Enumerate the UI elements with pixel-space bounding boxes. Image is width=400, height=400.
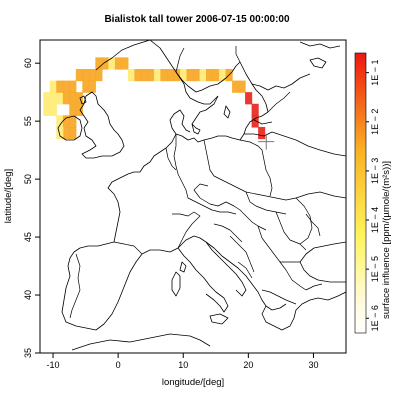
influence-cell	[82, 68, 90, 82]
influence-cell	[69, 103, 77, 116]
influence-cell	[193, 68, 201, 82]
influence-cell	[108, 57, 116, 70]
y-tick-label: 50	[23, 174, 33, 184]
x-tick-label: 30	[308, 360, 318, 370]
figure-title: Bialistok tall tower 2006-07-15 00:00:00	[104, 14, 290, 25]
influence-cell	[49, 80, 57, 93]
influence-cell	[69, 80, 77, 93]
influence-cell	[251, 103, 259, 116]
influence-cell	[56, 92, 64, 105]
influence-cell	[147, 68, 155, 82]
influence-cell	[49, 92, 57, 105]
y-tick-label: 35	[23, 348, 33, 358]
y-tick-label: 40	[23, 290, 33, 300]
influence-cell	[62, 126, 70, 140]
influence-cell	[232, 80, 240, 93]
influence-cell	[56, 115, 64, 128]
influence-cell	[121, 57, 129, 70]
influence-cell	[140, 68, 149, 82]
influence-cell	[82, 80, 90, 93]
influence-cell	[88, 68, 96, 82]
influence-cell	[101, 57, 109, 70]
influence-cell	[49, 103, 57, 116]
influence-cell	[69, 126, 77, 140]
influence-cell	[56, 80, 64, 93]
influence-cell	[43, 103, 51, 116]
x-tick-label: -10	[47, 360, 60, 370]
y-axis-label: latitude/[deg]	[3, 169, 14, 223]
influence-cell	[251, 115, 259, 128]
influence-cell	[69, 115, 77, 128]
influence-cell	[62, 115, 70, 128]
influence-cell	[69, 92, 77, 105]
colorbar: 1E − 6 1E − 5 1E − 4 1E − 3 1E − 2 1E − 1 sur…	[354, 52, 392, 334]
influence-cell	[75, 103, 83, 116]
colorbar-tick-label: 1E − 2	[370, 109, 380, 135]
influence-cell	[62, 92, 70, 105]
colorbar-tick-label: 1E − 4	[370, 207, 380, 233]
influence-cell	[95, 68, 103, 82]
influence-cell	[56, 126, 64, 140]
colorbar-tick-label: 1E − 3	[370, 158, 380, 184]
colorbar-ticks: 1E − 6 1E − 5 1E − 4 1E − 3 1E − 2 1E − 1	[366, 60, 380, 331]
x-tick-label: 10	[178, 360, 188, 370]
influence-cell	[75, 68, 83, 82]
country-borders	[69, 46, 346, 319]
influence-cell	[173, 68, 181, 82]
x-axis-label: longitude/[deg]	[162, 377, 224, 388]
influence-cell	[134, 68, 142, 82]
influence-cell	[166, 68, 175, 82]
influence-footprint	[43, 57, 266, 140]
colorbar-gradient	[354, 52, 367, 334]
y-tick-label: 45	[23, 232, 33, 242]
map-content	[43, 40, 346, 351]
influence-cell	[238, 80, 246, 93]
colorbar-tick-label: 1E − 6	[370, 305, 380, 331]
colorbar-label: surface influence [ppm/(µmole/(m²s))]	[381, 161, 392, 319]
influence-cell	[212, 68, 220, 82]
influence-cell	[95, 57, 103, 70]
y-tick-label: 55	[23, 116, 33, 126]
coastlines	[57, 40, 346, 351]
influence-cell	[186, 68, 194, 82]
influence-cell	[114, 57, 122, 70]
y-axis: 35 40 45 50 55 60	[23, 58, 40, 358]
x-axis: -10 0 10 20 30	[47, 353, 318, 370]
influence-cell	[206, 68, 214, 82]
influence-cell	[153, 68, 162, 82]
influence-cell	[75, 92, 83, 105]
influence-cell	[43, 92, 51, 105]
colorbar-tick-label: 1E − 5	[370, 256, 380, 282]
influence-cell	[127, 68, 136, 82]
influence-cell	[160, 68, 168, 82]
x-tick-label: 20	[243, 360, 253, 370]
influence-cell	[245, 92, 253, 105]
influence-cell	[88, 80, 96, 93]
influence-cell	[62, 80, 70, 93]
x-tick-label: 0	[116, 360, 121, 370]
colorbar-tick-label: 1E − 1	[370, 60, 380, 86]
station-marker	[258, 133, 275, 150]
y-tick-label: 60	[23, 58, 33, 68]
map-frame	[39, 39, 347, 354]
influence-cell	[199, 68, 207, 82]
influence-cell	[219, 68, 227, 82]
influence-cell	[258, 126, 266, 140]
influence-cell	[179, 68, 188, 82]
